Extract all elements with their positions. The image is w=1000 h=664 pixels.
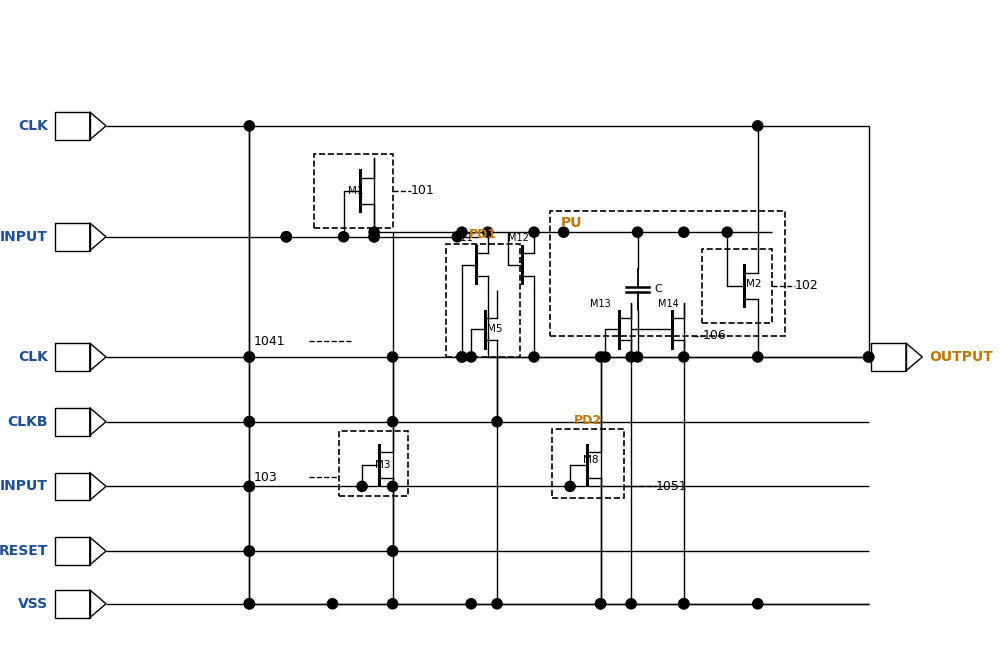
Circle shape xyxy=(452,232,462,242)
Circle shape xyxy=(753,352,763,362)
Circle shape xyxy=(679,352,689,362)
Text: 102: 102 xyxy=(795,280,818,292)
Text: PD1: PD1 xyxy=(469,228,497,242)
Bar xyxy=(55,590,90,618)
Circle shape xyxy=(529,227,539,237)
Circle shape xyxy=(388,546,398,556)
Circle shape xyxy=(388,352,398,362)
Circle shape xyxy=(244,481,254,491)
Circle shape xyxy=(466,352,476,362)
Circle shape xyxy=(565,481,575,491)
Bar xyxy=(55,537,90,565)
Text: M12: M12 xyxy=(508,233,529,243)
Circle shape xyxy=(388,546,398,556)
Text: M2: M2 xyxy=(746,279,761,289)
Bar xyxy=(871,343,906,371)
Circle shape xyxy=(457,352,467,362)
Circle shape xyxy=(753,599,763,609)
Circle shape xyxy=(244,481,254,491)
Circle shape xyxy=(281,232,291,242)
Circle shape xyxy=(388,481,398,491)
Circle shape xyxy=(369,232,379,242)
Circle shape xyxy=(864,352,874,362)
Circle shape xyxy=(679,599,689,609)
Text: 101: 101 xyxy=(411,184,435,197)
Text: PU: PU xyxy=(561,216,582,230)
Text: 103: 103 xyxy=(254,471,278,483)
Text: INPUT: INPUT xyxy=(0,230,48,244)
Circle shape xyxy=(722,227,732,237)
Circle shape xyxy=(327,599,338,609)
Circle shape xyxy=(596,599,606,609)
Circle shape xyxy=(339,232,349,242)
Circle shape xyxy=(388,416,398,427)
Circle shape xyxy=(492,599,502,609)
Bar xyxy=(702,249,772,323)
Circle shape xyxy=(559,227,569,237)
Circle shape xyxy=(244,416,254,427)
Circle shape xyxy=(492,416,502,427)
Text: OUTPUT: OUTPUT xyxy=(930,350,994,364)
Text: 106: 106 xyxy=(702,329,726,342)
Text: C: C xyxy=(654,284,662,294)
Bar xyxy=(55,408,90,436)
Circle shape xyxy=(244,599,254,609)
Bar xyxy=(339,431,408,495)
Bar xyxy=(55,473,90,500)
Circle shape xyxy=(632,227,643,237)
Circle shape xyxy=(457,352,467,362)
Circle shape xyxy=(596,352,606,362)
Text: 1051: 1051 xyxy=(656,480,688,493)
Circle shape xyxy=(679,227,689,237)
Circle shape xyxy=(626,599,636,609)
Circle shape xyxy=(529,352,539,362)
Bar xyxy=(55,223,90,250)
Circle shape xyxy=(600,352,610,362)
Circle shape xyxy=(244,546,254,556)
Text: M8: M8 xyxy=(583,456,599,465)
Circle shape xyxy=(244,121,254,131)
Text: M11: M11 xyxy=(452,233,473,243)
Circle shape xyxy=(244,352,254,362)
Circle shape xyxy=(679,599,689,609)
Circle shape xyxy=(753,121,763,131)
Bar xyxy=(552,429,624,499)
Circle shape xyxy=(244,546,254,556)
Text: M13: M13 xyxy=(590,299,611,309)
Circle shape xyxy=(596,599,606,609)
Bar xyxy=(55,112,90,139)
Circle shape xyxy=(369,232,379,242)
Bar xyxy=(314,153,393,228)
Circle shape xyxy=(483,227,493,237)
Circle shape xyxy=(626,352,636,362)
Circle shape xyxy=(357,481,367,491)
Text: CLK: CLK xyxy=(18,350,48,364)
Text: VSS: VSS xyxy=(18,597,48,611)
Circle shape xyxy=(244,352,254,362)
Circle shape xyxy=(632,352,643,362)
Text: 1041: 1041 xyxy=(254,335,286,348)
Circle shape xyxy=(281,232,291,242)
Bar xyxy=(446,244,520,357)
Circle shape xyxy=(457,227,467,237)
Circle shape xyxy=(369,227,379,237)
Circle shape xyxy=(244,599,254,609)
Text: CLKB: CLKB xyxy=(7,414,48,429)
Circle shape xyxy=(864,352,874,362)
Text: M3: M3 xyxy=(375,460,391,470)
Text: M5: M5 xyxy=(487,324,502,334)
Circle shape xyxy=(466,599,476,609)
Bar xyxy=(55,343,90,371)
Circle shape xyxy=(388,599,398,609)
Bar xyxy=(550,211,785,336)
Text: RESET: RESET xyxy=(0,544,48,558)
Text: INPUT: INPUT xyxy=(0,479,48,493)
Text: M1: M1 xyxy=(348,185,363,196)
Text: CLK: CLK xyxy=(18,119,48,133)
Text: M14: M14 xyxy=(658,299,678,309)
Circle shape xyxy=(244,416,254,427)
Text: PD2: PD2 xyxy=(574,414,602,427)
